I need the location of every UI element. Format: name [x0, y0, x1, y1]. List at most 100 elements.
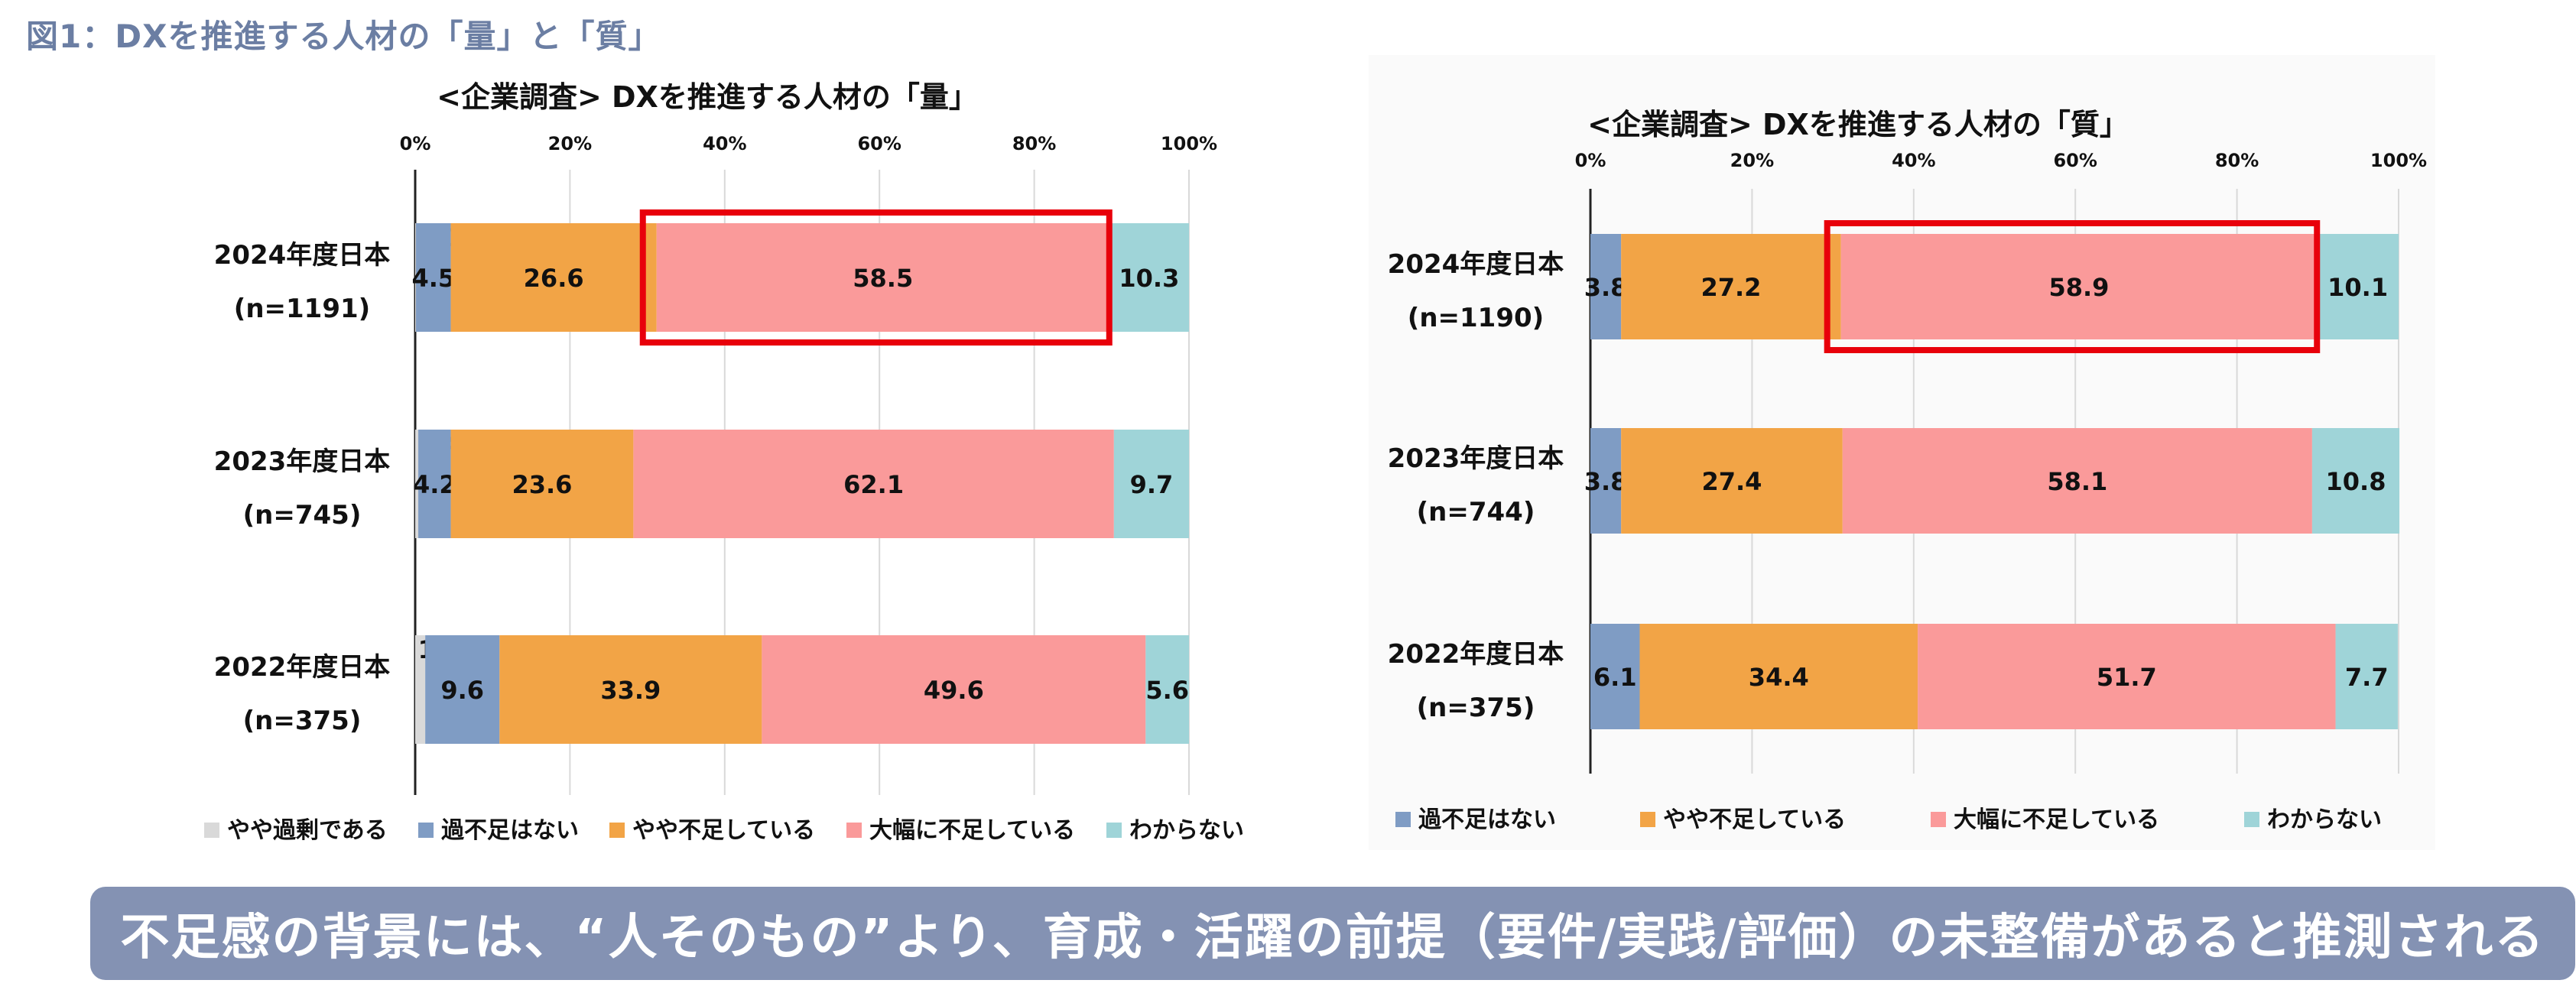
chart-quality: <企業調査> DXを推進する人材の「質」 0% 20% 40% 60% 80% 100% 20…	[1369, 55, 2435, 850]
conclusion-banner: 不足感の背景には、“人そのもの”より、育成・活躍の前提（要件/実践/評価）の未整…	[90, 887, 2575, 980]
qty-data-label: 33.9	[600, 676, 661, 705]
qty-category-label: 2023年度日本	[214, 446, 391, 477]
qty-bar	[762, 635, 1146, 744]
qual-legend-swatch	[1931, 812, 1946, 827]
qty-data-label: 4.5	[411, 264, 455, 293]
qty-title: <企業調査> DXを推進する人材の「量」	[437, 80, 978, 114]
qual-data-label: 27.2	[1701, 273, 1761, 302]
qual-data-label: 7.7	[2345, 663, 2389, 692]
qty-data-label: 26.6	[524, 264, 584, 293]
qual-bar	[1590, 624, 1640, 729]
qual-data-label: 10.1	[2327, 273, 2388, 302]
qty-data-label: 49.6	[924, 676, 984, 705]
qual-category-n-label: (n=1190)	[1408, 303, 1544, 333]
qty-legend-swatch	[1106, 823, 1122, 838]
qual-bar	[2311, 428, 2400, 534]
qual-data-label: 3.8	[1584, 467, 1628, 496]
qual-bar	[2317, 234, 2399, 339]
qual-category-n-label: (n=375)	[1417, 693, 1535, 723]
qty-legend-swatch	[204, 823, 219, 838]
qty-data-label: 58.5	[853, 264, 913, 293]
qty-tick-label: 100%	[1161, 133, 1217, 154]
qual-legend-label: 過不足はない	[1418, 806, 1556, 833]
qty-legend-swatch	[418, 823, 434, 838]
qual-highlight-box	[1824, 220, 2321, 353]
qty-bar	[415, 223, 417, 332]
qty-data-label: 4.2	[413, 470, 456, 499]
qty-legend-swatch	[846, 823, 862, 838]
qty-bar	[656, 223, 1109, 332]
figure-title: 図1：DXを推進する人材の「量」と「質」	[26, 18, 661, 55]
qty-category-n-label: (n=745)	[243, 500, 362, 531]
qty-tick-label: 60%	[857, 133, 901, 154]
qual-bar	[1918, 624, 2336, 729]
qty-legend-label: 過不足はない	[441, 817, 579, 844]
chart-quantity-svg: <企業調査> DXを推進する人材の「量」 0% 20% 40% 60% 80% 100% 20…	[204, 80, 1244, 844]
qual-bar	[1590, 428, 1622, 534]
qual-bar	[1621, 234, 1841, 339]
qty-bar	[418, 430, 451, 538]
qual-legend-swatch	[1640, 812, 1655, 827]
qty-bar	[1145, 635, 1189, 744]
qty-data-label: 9.7	[1130, 470, 1174, 499]
qty-tick-label: 0%	[400, 133, 431, 154]
qty-bar	[1109, 223, 1189, 332]
qty-bar	[425, 635, 500, 744]
qual-category-label: 2022年度日本	[1388, 639, 1564, 670]
qual-data-label: 6.1	[1593, 663, 1637, 692]
qual-data-label: 27.4	[1701, 467, 1762, 496]
qual-bar	[1621, 428, 1843, 534]
qual-tick-label: 80%	[2215, 150, 2259, 171]
qual-data-label: 3.8	[1584, 273, 1628, 302]
qual-tick-label: 0%	[1575, 150, 1606, 171]
qual-bar	[2335, 624, 2398, 729]
qual-title: <企業調査> DXを推進する人材の「質」	[1587, 108, 2129, 141]
qty-legend-label: 大幅に不足している	[869, 817, 1075, 844]
chart-quantity: <企業調査> DXを推進する人材の「量」 0% 20% 40% 60% 80% 100% 20…	[191, 55, 1265, 850]
qty-legend-label: やや不足している	[632, 817, 815, 844]
qty-bar	[415, 430, 419, 538]
qty-bar	[633, 430, 1114, 538]
qual-legend-label: わからない	[2267, 806, 2382, 833]
qual-data-label: 34.4	[1749, 663, 1809, 692]
qual-legend-label: 大幅に不足している	[1954, 806, 2159, 833]
chart-quality-svg: <企業調査> DXを推進する人材の「質」 0% 20% 40% 60% 80% 100% 20…	[1388, 108, 2427, 833]
qual-tick-label: 100%	[2370, 150, 2427, 171]
qual-legend-swatch	[1395, 812, 1411, 827]
qty-category-label: 2022年度日本	[214, 652, 391, 683]
qty-highlight-box	[639, 209, 1113, 346]
qual-legend-label: やや不足している	[1663, 806, 1846, 833]
qty-tick-label: 80%	[1012, 133, 1056, 154]
qty-tick-label: 20%	[548, 133, 592, 154]
qual-bar	[1590, 234, 1622, 339]
qual-data-label: 51.7	[2097, 663, 2157, 692]
qty-data-label: 23.6	[512, 470, 572, 499]
qual-bar	[1842, 428, 2312, 534]
qual-bar	[1840, 234, 2318, 339]
qual-tick-label: 20%	[1730, 150, 1774, 171]
qual-legend-swatch	[2244, 812, 2259, 827]
qty-tick-label: 40%	[703, 133, 746, 154]
qual-data-label: 58.9	[2048, 273, 2109, 302]
qty-bar	[499, 635, 762, 744]
qual-data-label: 10.8	[2326, 467, 2386, 496]
qual-tick-label: 60%	[2053, 150, 2097, 171]
qty-legend-label: やや過剰である	[227, 817, 388, 844]
qty-category-n-label: (n=375)	[243, 706, 362, 736]
qty-bar	[1113, 430, 1189, 538]
qty-bar	[450, 430, 634, 538]
qty-legend-swatch	[609, 823, 625, 838]
qty-bar	[416, 223, 451, 332]
qty-data-label: 5.6	[1145, 676, 1189, 705]
qty-category-label: 2024年度日本	[214, 240, 391, 271]
qty-bar	[415, 635, 426, 744]
qual-bar	[1639, 624, 1918, 729]
qty-data-label: 10.3	[1119, 264, 1179, 293]
qual-category-n-label: (n=744)	[1417, 497, 1535, 527]
qual-category-label: 2023年度日本	[1388, 443, 1564, 474]
qty-data-label: 9.6	[440, 676, 484, 705]
qty-category-n-label: (n=1191)	[234, 294, 370, 324]
qty-bar	[450, 223, 657, 332]
qual-tick-label: 40%	[1892, 150, 1935, 171]
qty-legend-label: わからない	[1129, 817, 1244, 844]
